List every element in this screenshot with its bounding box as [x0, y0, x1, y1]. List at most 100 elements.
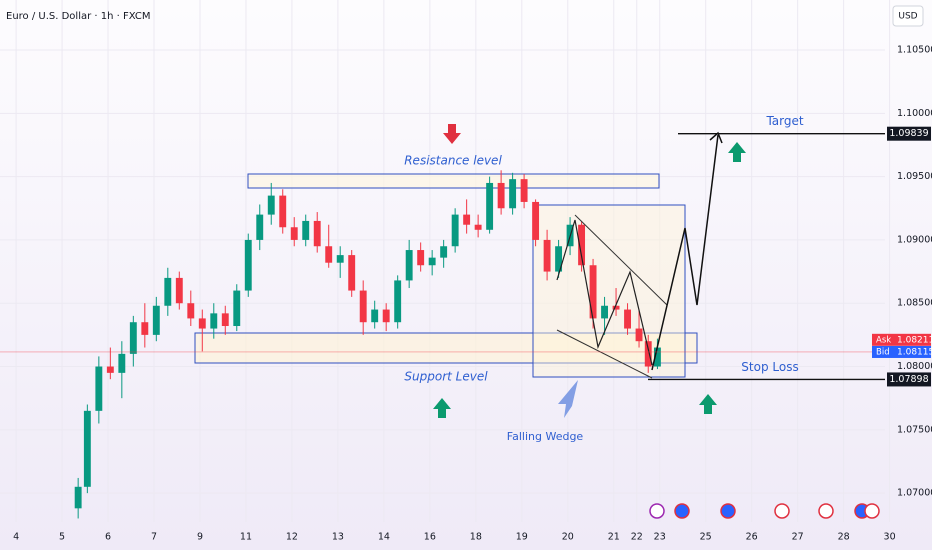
currency: USD: [898, 12, 917, 22]
x-tick-label: 20: [562, 532, 574, 543]
candle-body: [348, 255, 356, 291]
candle-body: [440, 246, 448, 258]
x-tick-label: 30: [884, 532, 896, 543]
projection-arrowhead: [709, 131, 723, 144]
candle-body: [578, 224, 586, 266]
target-price-box: [887, 126, 931, 141]
support-zone: [194, 332, 698, 364]
x-tick-label: 9: [197, 532, 203, 543]
x-tick-label: 16: [424, 532, 436, 543]
wedge-box: [532, 204, 686, 378]
candle-body: [210, 313, 218, 329]
resistance-zone: [247, 173, 660, 189]
x-tick-label: 12: [286, 532, 298, 543]
candle-body: [601, 305, 609, 319]
y-tick-label: 1.09500: [897, 171, 932, 182]
pattern-label: Falling Wedge: [507, 430, 584, 443]
overlay: Target 1.09839 Stop Loss 1.07898 Ask 1.08211 B…: [0, 114, 932, 387]
y-tick-label: 1.07000: [897, 488, 932, 499]
candle-body: [106, 366, 114, 373]
candle-body: [118, 353, 126, 373]
candle-body: [653, 347, 661, 367]
y-tick-label: 1.10500: [897, 45, 932, 56]
x-tick-label: 5: [59, 532, 65, 543]
candle-body: [497, 182, 505, 209]
y-tick-label: 1.08000: [897, 361, 932, 372]
support-label: Support Level: [404, 370, 488, 384]
chart-title: Euro / U.S. Dollar · 1h · FXCM: [6, 11, 150, 22]
currency-box: [892, 5, 924, 27]
candle-body: [382, 309, 390, 323]
x-tick-label: 6: [105, 532, 111, 543]
candle-body: [95, 366, 103, 411]
candle-body: [532, 201, 540, 240]
down-arrow: [443, 124, 461, 144]
candle-body: [371, 309, 379, 323]
projection-path: [651, 134, 719, 371]
up-arrow: [433, 398, 451, 418]
x-tick-label: 27: [792, 532, 804, 543]
x-tick-label: 4: [13, 532, 19, 543]
candle-body: [74, 486, 82, 509]
candle-body: [198, 318, 206, 329]
stop_loss-price-box: [887, 372, 931, 387]
bid-label: Bid: [876, 347, 890, 357]
x-tick-label: 26: [746, 532, 758, 543]
x-tick-label: 22: [631, 532, 643, 543]
candle-body: [244, 239, 252, 291]
x-tick-label: 11: [240, 532, 252, 543]
event-icon: [774, 503, 790, 519]
x-tick-label: 19: [516, 532, 528, 543]
candle-body: [474, 224, 482, 230]
pattern-arrow: [558, 380, 578, 418]
candle-body: [233, 290, 241, 327]
candle-body: [463, 214, 471, 225]
candle-body: [290, 227, 298, 240]
bid-price: 1.08115: [897, 347, 932, 357]
candle-body: [336, 255, 344, 263]
candle-body: [187, 303, 195, 319]
candle-body: [543, 239, 551, 272]
ask-price: 1.08211: [897, 335, 932, 345]
x-tick-label: 13: [332, 532, 344, 543]
wedge-lower: [556, 329, 653, 379]
candle-body: [417, 250, 425, 266]
y-tick-label: 1.10000: [897, 108, 932, 119]
stop_loss-label: Stop Loss: [741, 360, 798, 374]
candle-body: [428, 257, 436, 266]
candle-body: [279, 195, 287, 228]
stop_loss-price: 1.07898: [889, 374, 928, 385]
event-icon: [649, 503, 665, 519]
candle-body: [486, 182, 494, 230]
resistance-label: Resistance level: [404, 154, 502, 168]
candle-body: [221, 313, 229, 327]
x-tick-label: 18: [470, 532, 482, 543]
x-tick-label: 28: [838, 532, 850, 543]
candle-body: [405, 250, 413, 281]
event-icons: [649, 503, 880, 519]
ask-tag: [872, 333, 931, 346]
candle-body: [635, 328, 643, 342]
x-tick-label: 21: [608, 532, 620, 543]
event-icon: [720, 503, 736, 519]
x-tick-label: 25: [700, 532, 712, 543]
candle-body: [394, 280, 402, 323]
candle-body: [612, 305, 620, 310]
candle-body: [325, 246, 333, 263]
candle-body: [451, 214, 459, 247]
event-icon: [674, 503, 690, 519]
up-arrow: [699, 394, 717, 414]
candle-body: [520, 179, 528, 202]
y-tick-label: 1.07500: [897, 424, 932, 435]
wedge-zigzag: [556, 219, 653, 366]
candle-body: [83, 410, 91, 487]
candle-body: [589, 265, 597, 319]
wedge-upper: [574, 214, 668, 306]
candle-body: [555, 246, 563, 272]
x-tick-label: 23: [654, 532, 666, 543]
bid-tag: [872, 345, 931, 358]
candle-body: [313, 220, 321, 247]
candle-body: [256, 214, 264, 240]
